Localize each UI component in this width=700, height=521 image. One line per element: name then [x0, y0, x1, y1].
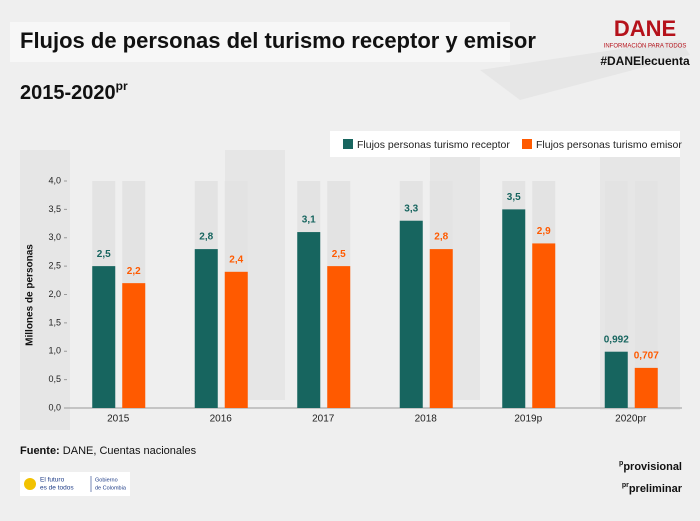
gov-text: Gobierno [95, 477, 118, 483]
legend-box [330, 131, 680, 157]
y-tick-label: 0,5 [48, 374, 61, 384]
source-text: DANE, Cuentas nacionales [63, 445, 197, 457]
y-tick-label: 2,0 [48, 289, 61, 299]
legend-swatch [343, 139, 353, 149]
note-text: preliminar [629, 483, 683, 495]
value-label: 2,8 [434, 232, 448, 243]
gov-emblem [24, 478, 36, 490]
y-tick-label: 3,0 [48, 232, 61, 242]
y-tick-label: 4,0 [48, 175, 61, 185]
bar [634, 367, 658, 408]
note-preliminar: prpreliminar [622, 482, 683, 495]
value-label: 2,8 [199, 232, 213, 243]
legend-swatch [522, 139, 532, 149]
note-text: provisional [623, 461, 682, 473]
subtitle-sup: pr [116, 79, 128, 93]
note-sup: p [619, 460, 623, 467]
background-column [634, 181, 658, 408]
value-label: 2,5 [97, 249, 111, 260]
bar [532, 243, 556, 408]
bar [194, 249, 218, 408]
note-sup: pr [622, 482, 629, 489]
value-label: 2,9 [537, 226, 551, 237]
value-label: 2,5 [332, 249, 346, 260]
gov-text: es de todos [40, 485, 74, 492]
y-tick-label: 1,5 [48, 317, 61, 327]
y-tick-label: 1,0 [48, 346, 61, 356]
gov-logo-box [20, 472, 130, 496]
chart-subtitle: 2015-2020pr [20, 79, 128, 104]
value-label: 3,3 [404, 203, 418, 214]
value-label: 3,1 [302, 215, 316, 226]
value-label: 2,2 [127, 266, 141, 277]
gov-text: El futuro [40, 477, 65, 484]
y-tick-label: 2,5 [48, 261, 61, 271]
bar [604, 351, 628, 408]
bar [399, 220, 423, 408]
logo: DANE [614, 16, 676, 41]
x-tick-label: 2018 [415, 414, 438, 425]
subtitle-text: 2015-2020 [20, 82, 116, 104]
bar [297, 232, 321, 408]
value-label: 3,5 [507, 192, 521, 203]
bar [429, 249, 453, 408]
value-label: 0,707 [634, 351, 659, 362]
bar [502, 209, 526, 408]
hashtag: #DANElecuenta [600, 54, 690, 68]
y-tick-label: 3,5 [48, 204, 61, 214]
x-tick-label: 2017 [312, 414, 335, 425]
value-label: 2,4 [229, 254, 243, 265]
bar [122, 283, 146, 408]
x-tick-label: 2020pr [615, 414, 647, 425]
chart-title: Flujos de personas del turismo receptor … [20, 28, 536, 53]
note-provisional: pprovisional [619, 460, 682, 473]
x-tick-label: 2016 [210, 414, 233, 425]
title-box [10, 22, 510, 62]
value-label: 0,992 [604, 334, 629, 345]
logo-tagline: INFORMACIÓN PARA TODOS [604, 43, 687, 50]
x-tick-label: 2019p [514, 414, 542, 425]
legend-label: Flujos personas turismo emisor [536, 139, 682, 151]
source: Fuente: DANE, Cuentas nacionales [20, 445, 197, 457]
source-label: Fuente: [20, 445, 60, 457]
legend-label: Flujos personas turismo receptor [357, 139, 510, 151]
y-axis-label: Millones de personas [25, 244, 36, 346]
bar [224, 271, 248, 408]
background-column [604, 181, 628, 408]
y-tick-label: 0,0 [48, 402, 61, 412]
bar [92, 266, 116, 408]
gov-text: de Colombia [95, 485, 127, 491]
bar [327, 266, 351, 408]
x-tick-label: 2015 [107, 414, 130, 425]
